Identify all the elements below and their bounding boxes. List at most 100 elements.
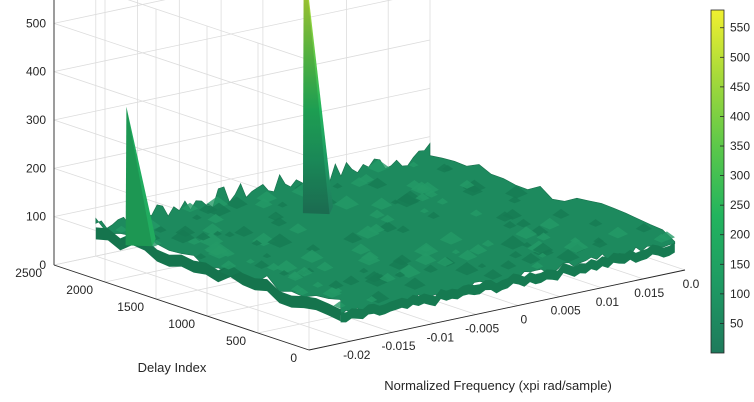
surface-facet <box>436 163 453 173</box>
surface-facet <box>351 243 371 255</box>
surface-facet <box>538 252 547 258</box>
surface-facet <box>658 231 675 241</box>
surface-facet <box>503 209 522 220</box>
surface-facet <box>350 177 368 187</box>
surface-facet <box>342 275 360 286</box>
surface-facet <box>288 271 302 279</box>
surface-facet <box>394 271 406 278</box>
surface-facet <box>397 190 423 205</box>
surface-facet <box>322 287 342 298</box>
x-tick-label: 0.01 <box>596 295 620 309</box>
y-axis-line <box>53 264 310 351</box>
surface-facet <box>171 229 195 244</box>
surface-facet <box>254 198 273 209</box>
surface-facet <box>295 266 313 277</box>
surface-facet <box>224 231 235 238</box>
colorbar <box>710 9 725 354</box>
surface-facet <box>569 237 581 244</box>
surface-facet <box>508 196 521 204</box>
surface-facet <box>316 261 334 272</box>
surface-facet <box>436 257 454 267</box>
surface-facet <box>251 239 262 246</box>
surface-facet <box>439 231 463 245</box>
surface-facet <box>275 260 298 273</box>
grid-line <box>127 0 310 61</box>
y-tick-label: 2500 <box>15 266 42 280</box>
surface-side-face <box>95 227 341 322</box>
surface-facet <box>423 264 438 273</box>
surface-facet <box>522 242 532 248</box>
surface-facet <box>414 242 439 257</box>
surface-facet <box>206 202 231 217</box>
y-tick-label: 2000 <box>66 283 93 297</box>
colorbar-tick-label: 250 <box>730 198 750 212</box>
surface-facet <box>451 249 461 255</box>
surface-facet <box>653 233 670 243</box>
surface-peak <box>125 106 156 247</box>
surface-facet <box>516 218 531 228</box>
surface-facet <box>367 177 388 189</box>
surface-facet <box>234 225 254 237</box>
grid-line <box>95 255 351 342</box>
surface-facet <box>267 211 284 221</box>
surface-facet <box>509 251 522 259</box>
surface-facet <box>505 185 528 199</box>
grid-line <box>53 136 431 218</box>
surface-facet <box>312 281 324 288</box>
surface-facet <box>207 213 224 224</box>
surface-facet <box>220 260 237 270</box>
colorbar-tick-label: 300 <box>730 169 750 183</box>
surface-facet <box>424 190 438 198</box>
surface-facet <box>256 191 278 203</box>
surface-facet <box>267 233 293 248</box>
colorbar-tick-label: 150 <box>730 257 750 271</box>
z-tick-label: 100 <box>26 210 46 224</box>
x-tick-label: -0.01 <box>427 330 455 344</box>
grid-line <box>53 0 393 73</box>
z-tick-label: 0 <box>39 258 46 272</box>
surface-facet <box>266 262 281 271</box>
x-tick-label: 0.0 <box>683 277 700 291</box>
surface-facet <box>531 262 544 269</box>
surface-facet <box>462 184 483 196</box>
surface-facet <box>246 258 255 264</box>
z-tick-label: 400 <box>26 65 46 79</box>
surface-facet <box>592 238 608 248</box>
colorbar-ticks: 50 100 150 200 250 300 350 400 450 500 550 <box>720 21 750 330</box>
surface-facet <box>115 225 128 233</box>
surface-facet <box>290 284 304 293</box>
y-tick-label: 500 <box>226 334 246 348</box>
surface-facet <box>477 263 487 268</box>
grid-line <box>53 87 431 169</box>
surface-facet <box>521 253 541 264</box>
surface-facet <box>154 225 167 233</box>
surface-facet <box>295 287 309 296</box>
surface-facet <box>396 225 410 233</box>
colorbar-tick-label: 500 <box>730 50 750 64</box>
grid-line <box>53 22 310 109</box>
surface-facet <box>416 184 429 192</box>
surface-facet <box>563 238 589 253</box>
surface-facet <box>458 249 478 261</box>
surface-facet <box>469 209 483 217</box>
x-tick-label: 0.015 <box>634 286 664 300</box>
y-tick-label: 0 <box>290 351 297 365</box>
surface-facet <box>343 232 363 244</box>
surface-facet <box>404 277 426 290</box>
surface-facet <box>380 214 395 223</box>
surface-facet <box>379 272 396 283</box>
grid-line <box>53 71 310 158</box>
surface-facet <box>607 226 629 239</box>
surface-facet <box>357 252 381 266</box>
surface-facet <box>262 253 272 259</box>
x-tick-label: -0.02 <box>343 348 371 362</box>
surface-facet <box>187 237 201 245</box>
surface-facet <box>367 159 390 173</box>
surface-facet <box>213 230 222 236</box>
y-axis-title: Delay Index <box>138 360 207 375</box>
surface-facet <box>196 232 211 241</box>
surface-facet <box>500 260 517 270</box>
surface-facet <box>370 197 393 210</box>
colorbar-tick-label: 100 <box>730 287 750 301</box>
surface-facet <box>195 253 207 260</box>
